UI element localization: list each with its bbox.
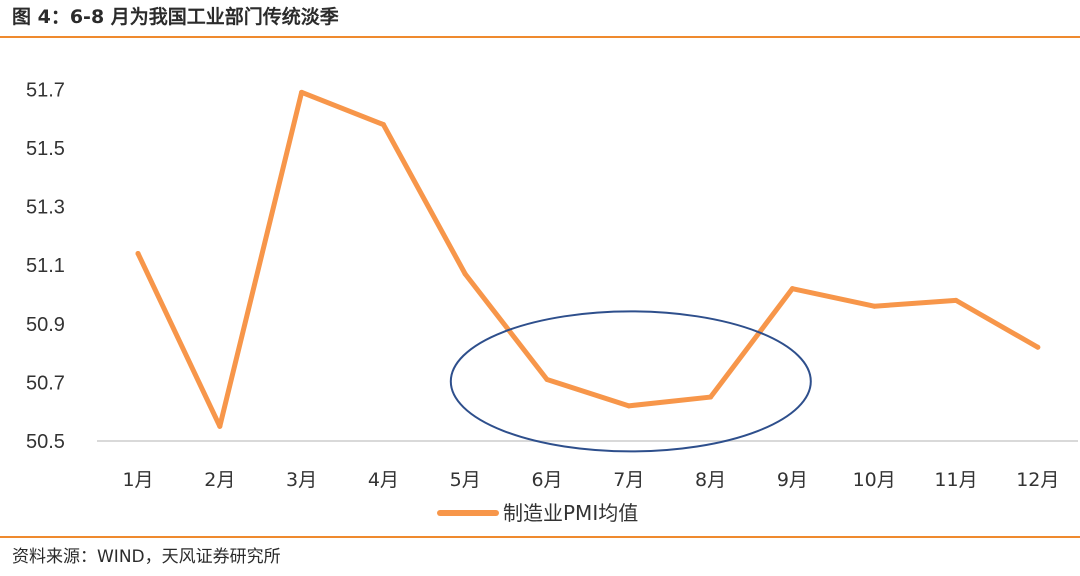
- data-point: [1035, 344, 1041, 350]
- x-tick-label: 4月: [368, 469, 399, 491]
- x-tick-label: 6月: [531, 469, 562, 491]
- data-point: [135, 250, 141, 256]
- x-tick-label: 7月: [613, 469, 644, 491]
- figure-title: 图 4：6-8 月为我国工业部门传统淡季: [12, 6, 339, 28]
- x-axis-ticks: 1月 2月 3月 4月 5月 6月 7月 8月 9月 10月 11月 12月: [122, 469, 1059, 491]
- data-point: [544, 376, 550, 382]
- x-tick-label: 9月: [777, 469, 808, 491]
- data-point: [789, 286, 795, 292]
- y-tick-label: 50.7: [26, 372, 65, 394]
- y-tick-label: 50.9: [26, 314, 65, 336]
- y-tick-label: 51.5: [26, 138, 65, 160]
- x-tick-label: 10月: [853, 469, 896, 491]
- series-points: [135, 89, 1041, 429]
- header-divider: [0, 36, 1080, 38]
- x-tick-label: 12月: [1016, 469, 1059, 491]
- x-tick-label: 8月: [695, 469, 726, 491]
- y-tick-label: 51.7: [26, 79, 65, 101]
- y-tick-label: 51.3: [26, 197, 65, 219]
- legend-label: 制造业PMI均值: [503, 501, 638, 525]
- data-point: [299, 89, 305, 95]
- y-tick-label: 51.1: [26, 255, 65, 277]
- y-tick-label: 50.5: [26, 431, 65, 453]
- pmi-line-chart: 50.5 50.7 50.9 51.1 51.3 51.5 51.7 1月 2月 3月 4月 5月 6…: [26, 79, 1078, 525]
- data-point: [380, 122, 386, 128]
- x-tick-label: 5月: [450, 469, 481, 491]
- series-line-pmi: [135, 89, 1041, 429]
- data-point: [953, 297, 959, 303]
- data-point: [217, 423, 223, 429]
- legend: 制造业PMI均值: [437, 501, 638, 525]
- x-tick-label: 3月: [286, 469, 317, 491]
- low-season-ellipse: [449, 310, 812, 453]
- x-tick-label: 11月: [934, 469, 977, 491]
- data-point: [626, 403, 632, 409]
- footer-divider: [0, 536, 1080, 538]
- data-point: [708, 394, 714, 400]
- y-axis-ticks: 50.5 50.7 50.9 51.1 51.3 51.5 51.7: [26, 79, 65, 453]
- data-point: [462, 271, 468, 277]
- x-tick-label: 1月: [122, 469, 153, 491]
- source-note: 资料来源：WIND，天风证券研究所: [12, 547, 281, 567]
- x-tick-label: 2月: [204, 469, 235, 491]
- data-point: [871, 303, 877, 309]
